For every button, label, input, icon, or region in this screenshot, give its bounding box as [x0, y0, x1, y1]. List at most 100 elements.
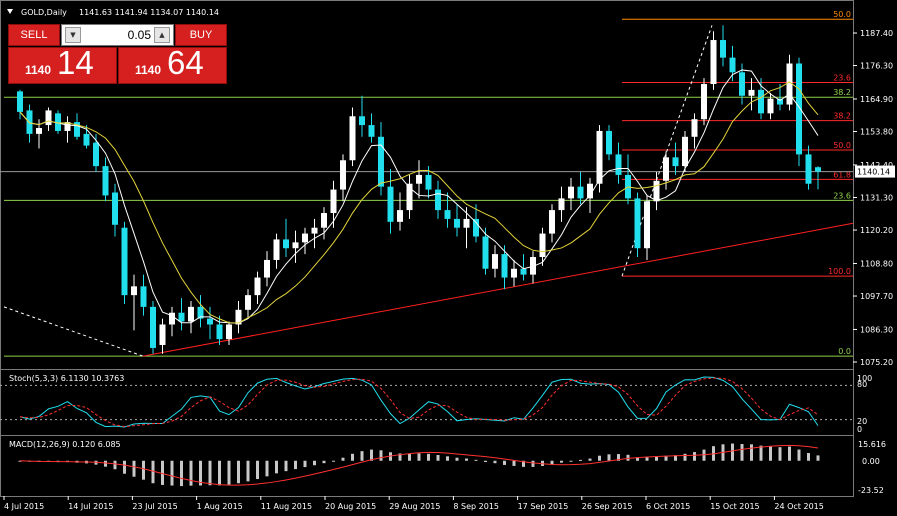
- bearish-candle: [207, 318, 213, 325]
- fib-anchor-line: [3, 306, 144, 357]
- macd-histogram-bar: [123, 460, 126, 474]
- bullish-candle: [644, 201, 650, 249]
- bearish-candle: [634, 198, 641, 249]
- time-tick-label: 8 Sep 2015: [453, 502, 499, 511]
- macd-histogram-bar: [579, 459, 582, 461]
- bearish-candle: [720, 40, 726, 58]
- bullish-candle: [349, 116, 356, 161]
- bullish-candle: [539, 233, 546, 258]
- macd-histogram-bar: [522, 460, 525, 467]
- bearish-candle: [93, 142, 99, 167]
- price-tick-label: 1120.20: [860, 226, 893, 235]
- price-tick-label: 1176.30: [860, 62, 893, 71]
- support-trendline: [142, 222, 854, 357]
- time-tick-label: 1 Aug 2015: [197, 502, 243, 511]
- macd-histogram-bar: [588, 458, 592, 461]
- macd-label: MACD(12,26,9) 0.120 6.085: [9, 440, 121, 449]
- bearish-candle: [615, 154, 622, 175]
- macd-histogram-bar: [341, 457, 345, 461]
- price-tick-label: 1153.80: [860, 128, 893, 137]
- macd-histogram-bar: [104, 460, 107, 467]
- macd-histogram-bar: [151, 460, 155, 484]
- macd-histogram-bar: [313, 460, 316, 466]
- macd-histogram-bar: [161, 460, 164, 485]
- bullish-candle: [264, 259, 270, 278]
- macd-histogram-bar: [645, 457, 649, 461]
- bullish-candle: [159, 324, 166, 345]
- price-tick-label: 1075.20: [860, 358, 893, 367]
- macd-histogram-bar: [750, 444, 753, 461]
- lot-decrease-icon[interactable]: ▼: [65, 27, 81, 43]
- lot-increase-icon[interactable]: ▲: [154, 27, 170, 43]
- macd-histogram-bar: [379, 450, 383, 461]
- macd-histogram-bar: [503, 460, 506, 465]
- symbol-timeframe-label: GOLD,Daily: [21, 8, 67, 17]
- macd-histogram-bar: [408, 453, 411, 461]
- time-tick-label: 24 Oct 2015: [774, 502, 823, 511]
- bid-price-button[interactable]: 1140 14: [8, 44, 117, 84]
- buy-button[interactable]: BUY: [175, 24, 227, 46]
- bearish-candle: [444, 210, 451, 219]
- macd-histogram-bar: [693, 452, 696, 461]
- macd-histogram-bar: [664, 455, 668, 461]
- moving-averages: [19, 69, 819, 324]
- price-tick-label: 1108.80: [860, 259, 893, 268]
- bullish-candle: [245, 295, 251, 310]
- macd-level-bottom: -23.52: [858, 486, 884, 495]
- bearish-candle: [805, 154, 812, 184]
- macd-histogram-bar: [218, 460, 221, 486]
- bearish-candle: [74, 122, 80, 137]
- macd-histogram-bar: [180, 460, 183, 487]
- macd-histogram-bar: [731, 443, 734, 461]
- bullish-candle: [64, 122, 71, 131]
- lot-size-field[interactable]: ▼ 0.05 ▲: [61, 24, 174, 46]
- stochastic-panel: [0, 376, 853, 428]
- lot-size-value[interactable]: 0.05: [127, 28, 151, 42]
- bullish-candle: [710, 40, 717, 85]
- bearish-candle: [216, 324, 223, 340]
- bullish-candle: [292, 242, 299, 249]
- macd-histogram-bar: [237, 460, 240, 484]
- macd-histogram-bar: [417, 453, 421, 461]
- macd-histogram-bar: [351, 453, 354, 461]
- macd-histogram-bar: [512, 460, 516, 466]
- stoch-signal-line: [19, 377, 819, 428]
- fibonacci-levels: 0.0 23.6 38.2 50.0 100.0 61.8 50.0 38.2 23.6: [0, 10, 853, 357]
- bullish-candle: [416, 174, 422, 184]
- macd-histogram-bar: [807, 453, 810, 461]
- macd-histogram-bar: [227, 460, 231, 485]
- bearish-candle: [501, 254, 508, 278]
- time-tick-label: 15 Oct 2015: [710, 502, 759, 511]
- bullish-candle: [786, 63, 793, 105]
- macd-histogram-bar: [626, 454, 630, 461]
- macd-histogram-bar: [142, 460, 145, 480]
- bearish-candle: [140, 286, 147, 307]
- stoch-level-20: 20: [857, 417, 867, 426]
- bullish-candle: [226, 324, 232, 340]
- chart-frame: [0, 0, 854, 497]
- macd-histogram-bar: [598, 455, 601, 461]
- ask-price-button[interactable]: 1140 64: [118, 44, 227, 84]
- bearish-candle: [815, 167, 821, 172]
- chart-menu-arrow-icon[interactable]: [7, 9, 13, 14]
- bullish-candle: [131, 286, 137, 296]
- macd-histogram-bar: [284, 460, 288, 472]
- macd-histogram-bar: [170, 460, 174, 486]
- stoch-main-line: [19, 376, 819, 428]
- macd-histogram-bar: [455, 457, 459, 461]
- time-tick-label: 6 Oct 2015: [646, 502, 690, 511]
- fast-moving-average: [19, 69, 819, 324]
- fib-level-label: 38.2: [833, 88, 851, 97]
- macd-signal-line: [19, 444, 819, 486]
- time-tick-label: 14 Jul 2015: [68, 502, 113, 511]
- bullish-candle: [235, 309, 242, 325]
- macd-histogram-bar: [332, 460, 335, 462]
- fib-level-label: 23.6: [833, 191, 851, 200]
- macd-histogram-bar: [569, 460, 573, 462]
- fib-level-label: 38.2: [833, 112, 851, 121]
- sell-button[interactable]: SELL: [8, 24, 60, 46]
- macd-histogram-bar: [617, 454, 620, 461]
- fib-level-label: 23.6: [833, 74, 851, 83]
- bearish-candle: [520, 268, 527, 275]
- bearish-candle: [758, 89, 764, 114]
